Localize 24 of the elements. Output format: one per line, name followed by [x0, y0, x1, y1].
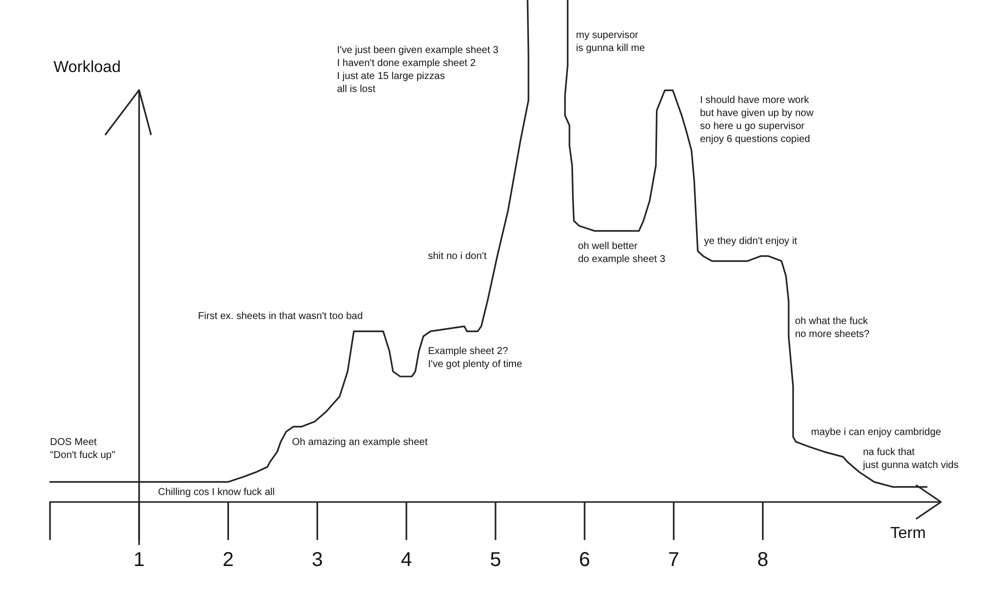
annotation: my supervisor is gunna kill me — [576, 30, 646, 54]
x-tick-label: 7 — [668, 549, 680, 572]
y-axis-title: Workload — [53, 59, 121, 76]
x-tick-label: 8 — [757, 549, 768, 572]
annotation: shit no i don't — [428, 250, 487, 262]
annotation: Example sheet 2? I've got plenty of time — [428, 346, 523, 370]
annotation: Chilling cos I know fuck all — [158, 486, 275, 498]
annotation: DOS Meet "Don't fuck up" — [50, 436, 116, 460]
annotation: maybe i can enjoy cambridge — [811, 426, 942, 438]
x-tick-label: 1 — [134, 549, 145, 572]
x-axis-title: Term — [890, 525, 926, 542]
annotation: oh what the fuck no more sheets? — [795, 316, 870, 340]
x-tick-label: 6 — [579, 549, 590, 572]
annotation: I've just been given example sheet 3 I haven't done example sheet 2 I just ate 15 large pizzas all is lost — [337, 44, 499, 94]
x-tick-label: 4 — [400, 549, 412, 572]
x-tick-label: 2 — [222, 549, 234, 572]
x-tick-label: 3 — [312, 549, 323, 572]
annotation: oh well better do example sheet 3 — [578, 240, 666, 264]
x-tick-label: 5 — [490, 549, 502, 572]
annotation: I should have more work but have given up by now so here u go supervisor enjoy 6 questions copied — [700, 94, 814, 144]
annotation: First ex. sheets in that wasn't too bad — [198, 310, 363, 322]
annotation: Oh amazing an example sheet — [292, 436, 428, 448]
annotation: na fuck that just gunna watch vids — [862, 446, 959, 470]
annotation: ye they didn't enjoy it — [704, 236, 798, 246]
